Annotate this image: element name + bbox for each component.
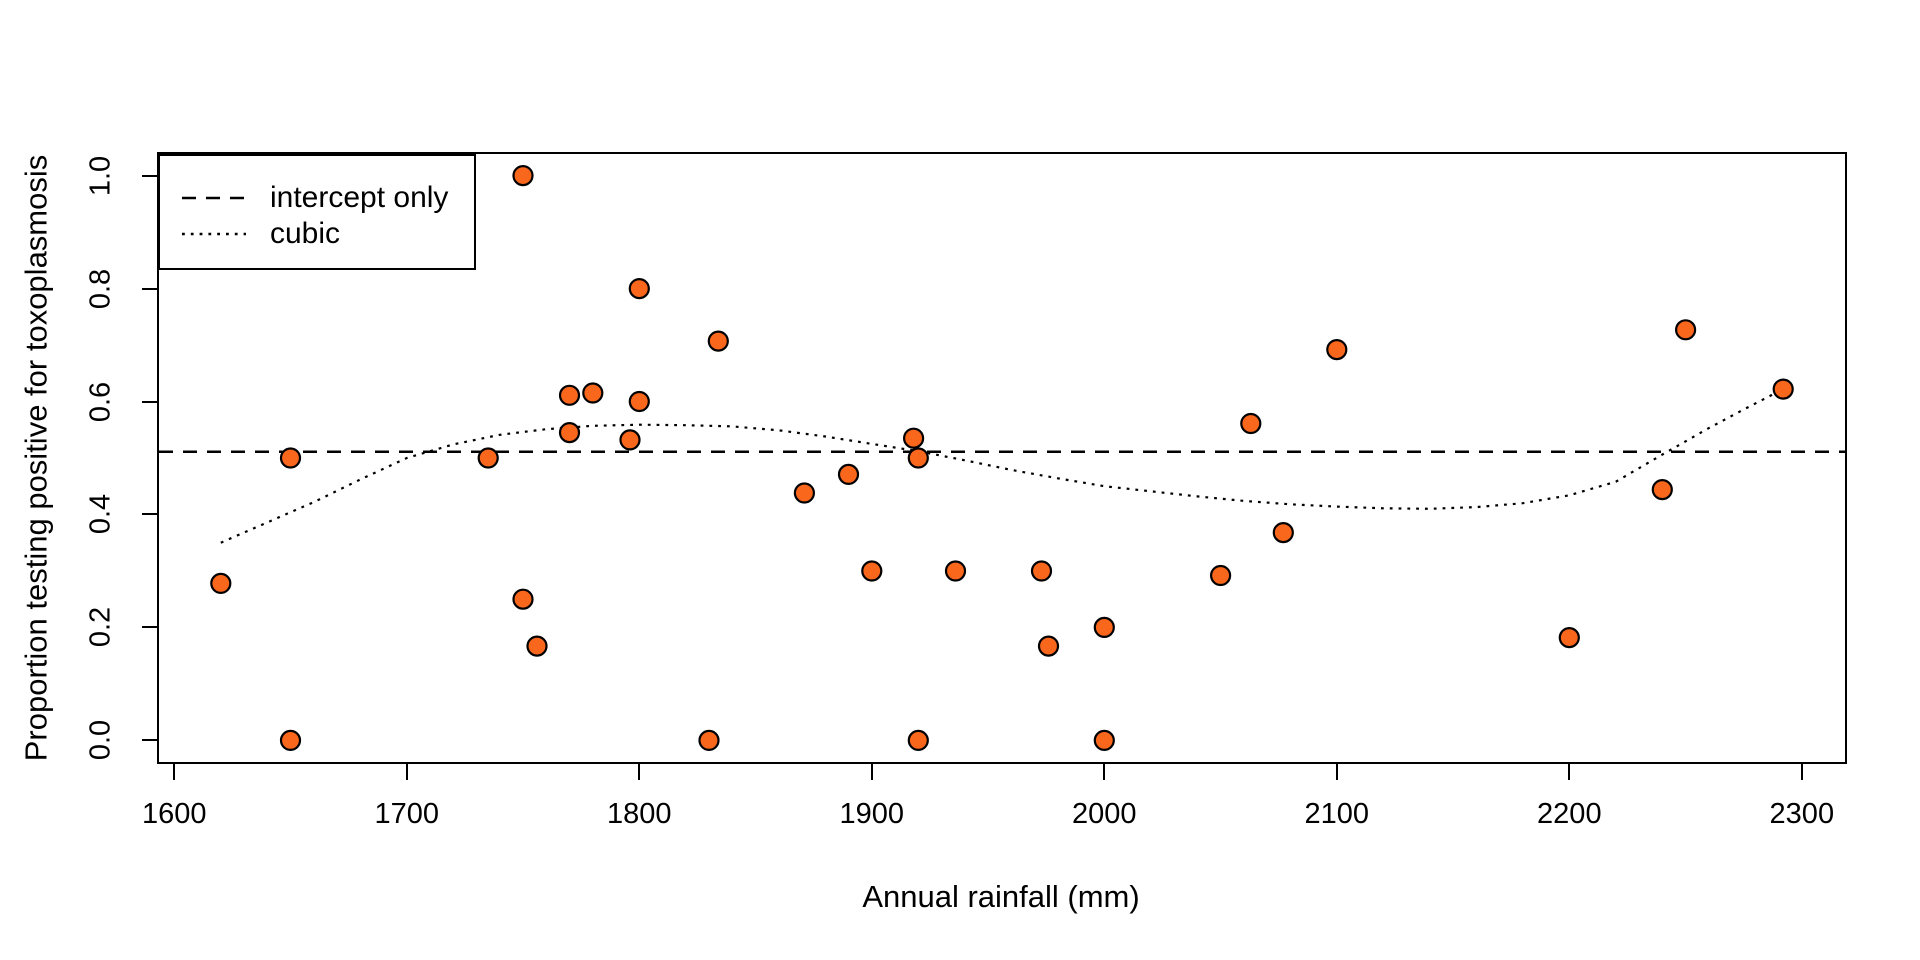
legend-entry-intercept-only: intercept only bbox=[160, 180, 474, 216]
data-point bbox=[907, 447, 929, 469]
data-point bbox=[582, 382, 604, 404]
data-point bbox=[1272, 522, 1294, 544]
data-point bbox=[512, 588, 534, 610]
y-axis-title: Proportion testing positive for toxoplas… bbox=[18, 154, 54, 762]
cubic-fit-curve bbox=[220, 388, 1784, 544]
data-point bbox=[1240, 412, 1262, 435]
x-tick-label: 2200 bbox=[1537, 798, 1602, 830]
y-tick bbox=[142, 174, 158, 177]
data-point bbox=[698, 729, 720, 752]
legend: intercept only cubic bbox=[158, 154, 476, 270]
y-tick bbox=[142, 287, 158, 290]
data-point bbox=[628, 278, 650, 300]
x-tick bbox=[870, 764, 873, 780]
data-point bbox=[1674, 319, 1697, 341]
x-tick bbox=[1568, 764, 1571, 780]
data-point bbox=[1651, 479, 1673, 501]
y-tick bbox=[142, 400, 158, 403]
data-point bbox=[944, 560, 967, 582]
y-tick-label: 0.4 bbox=[84, 494, 117, 535]
y-tick bbox=[142, 626, 158, 629]
data-point bbox=[1093, 616, 1115, 638]
data-point bbox=[861, 560, 883, 582]
legend-entry-cubic: cubic bbox=[160, 216, 474, 252]
data-point bbox=[1326, 339, 1348, 361]
data-point bbox=[902, 427, 925, 449]
data-point bbox=[558, 422, 581, 444]
dashed-line-sample bbox=[182, 196, 246, 200]
data-point bbox=[1030, 560, 1053, 582]
dotted-line-sample bbox=[182, 232, 246, 236]
data-point bbox=[1772, 378, 1794, 400]
data-point bbox=[628, 390, 650, 413]
x-axis-title: Annual rainfall (mm) bbox=[862, 879, 1140, 914]
x-tick bbox=[638, 764, 641, 780]
x-tick-label: 1600 bbox=[142, 798, 207, 830]
data-point bbox=[1093, 729, 1115, 752]
x-tick bbox=[1335, 764, 1338, 780]
data-point bbox=[619, 429, 641, 451]
x-tick-label: 2300 bbox=[1769, 798, 1835, 830]
data-point bbox=[1037, 635, 1060, 657]
data-point bbox=[279, 729, 302, 752]
plot-area bbox=[157, 152, 1847, 764]
model-lines bbox=[159, 388, 1845, 544]
data-point bbox=[793, 482, 816, 504]
y-tick-label: 1.0 bbox=[84, 155, 117, 196]
data-point bbox=[526, 635, 548, 657]
x-tick-label: 2100 bbox=[1304, 798, 1370, 830]
y-tick bbox=[142, 513, 158, 516]
x-tick bbox=[405, 764, 408, 780]
x-tick-label: 1900 bbox=[839, 798, 905, 830]
y-tick-label: 0.2 bbox=[84, 607, 117, 648]
y-tick-label: 0.8 bbox=[84, 268, 117, 309]
y-tick-label: 0.6 bbox=[84, 381, 117, 422]
x-tick-label: 1700 bbox=[374, 798, 440, 830]
data-point bbox=[558, 384, 581, 406]
data-point bbox=[837, 463, 860, 485]
data-point bbox=[210, 572, 232, 594]
data-point bbox=[477, 447, 499, 469]
data-point bbox=[279, 447, 302, 469]
plot-box-border bbox=[157, 152, 1847, 764]
x-tick bbox=[1800, 764, 1803, 780]
data-point bbox=[1209, 564, 1232, 587]
x-tick bbox=[1103, 764, 1106, 780]
scatter-points bbox=[210, 165, 1794, 752]
x-tick-label: 2000 bbox=[1072, 798, 1137, 830]
legend-label: cubic bbox=[270, 217, 341, 250]
y-tick bbox=[142, 739, 158, 742]
y-tick-label: 0.0 bbox=[84, 720, 117, 761]
data-point bbox=[707, 330, 729, 352]
x-tick-label: 1800 bbox=[607, 798, 672, 830]
legend-label: intercept only bbox=[270, 181, 449, 214]
data-point bbox=[907, 729, 929, 752]
x-tick bbox=[173, 764, 176, 780]
data-point bbox=[512, 165, 534, 187]
data-point bbox=[1558, 627, 1580, 649]
